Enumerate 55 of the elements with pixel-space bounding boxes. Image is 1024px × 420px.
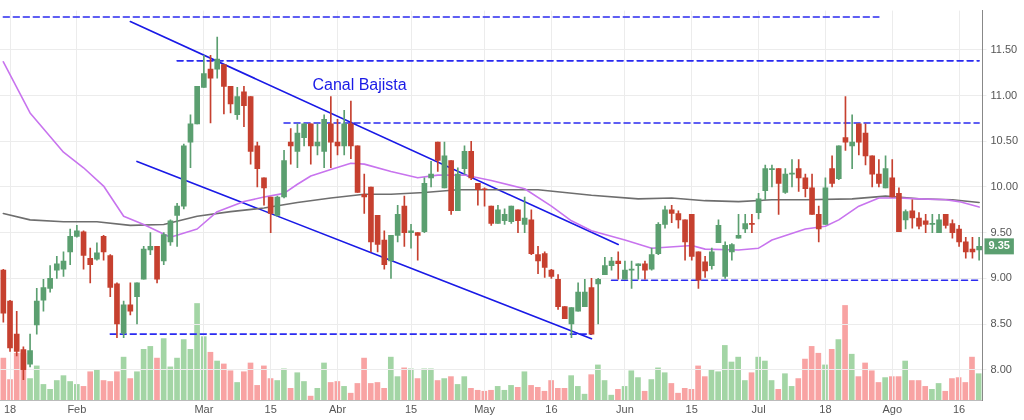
y-tick-label: 10.50 xyxy=(990,134,1018,147)
bar xyxy=(94,369,100,401)
candlestick xyxy=(635,263,642,280)
x-tick-label: 18 xyxy=(819,403,832,416)
x-tick-label: Ago xyxy=(882,403,903,416)
x-tick-label: 18 xyxy=(3,403,17,416)
annotation: 9.35 xyxy=(988,239,1010,252)
bar xyxy=(902,360,909,401)
bar xyxy=(848,353,855,401)
x-tick-label: 15 xyxy=(264,403,277,416)
x-tick-label: 16 xyxy=(545,403,558,416)
x-tick-label: Jul xyxy=(751,403,766,416)
candlestick xyxy=(749,214,755,233)
candlestick xyxy=(87,247,94,284)
candlestick xyxy=(976,236,982,261)
candlestick xyxy=(287,128,294,165)
candlestick xyxy=(428,161,434,188)
x-tick-label: 15 xyxy=(404,403,418,416)
bar xyxy=(775,388,782,401)
y-tick-label: 9.50 xyxy=(990,225,1012,238)
y-tick-label: 11.00 xyxy=(990,88,1018,101)
y-tick-label: 8.00 xyxy=(990,362,1012,375)
bar xyxy=(882,376,888,401)
bar xyxy=(514,386,521,401)
bar xyxy=(441,377,448,401)
candlestick xyxy=(414,232,421,261)
y-tick-label: 9.00 xyxy=(990,271,1012,284)
x-tick-label: Mar xyxy=(194,403,214,416)
candlestick xyxy=(849,114,855,170)
bar xyxy=(401,367,407,401)
bar xyxy=(828,348,835,401)
annotation: Canal Bajista xyxy=(312,76,407,94)
candlestick xyxy=(174,203,180,247)
x-tick-label: Abr xyxy=(328,403,347,416)
bar xyxy=(615,388,621,401)
bar xyxy=(341,385,347,401)
bar xyxy=(234,381,240,401)
bar xyxy=(842,304,848,401)
x-tick-label: 16 xyxy=(952,403,966,416)
x-tick-label: Jun xyxy=(616,403,634,416)
bar xyxy=(588,373,595,401)
y-tick-label: 8.50 xyxy=(990,317,1012,330)
x-tick-label: 15 xyxy=(685,403,698,416)
x-tick-label: Feb xyxy=(67,403,87,416)
candlestick xyxy=(615,251,622,280)
x-tick-label: May xyxy=(474,403,496,416)
bar xyxy=(127,377,134,401)
candlestick xyxy=(127,282,134,316)
bar xyxy=(214,360,220,401)
bar xyxy=(154,357,160,401)
candlestick xyxy=(214,36,221,79)
y-tick-label: 11.50 xyxy=(990,42,1018,55)
candlestick xyxy=(595,278,601,325)
y-tick-label: 10.00 xyxy=(990,180,1018,192)
bar xyxy=(448,375,454,401)
